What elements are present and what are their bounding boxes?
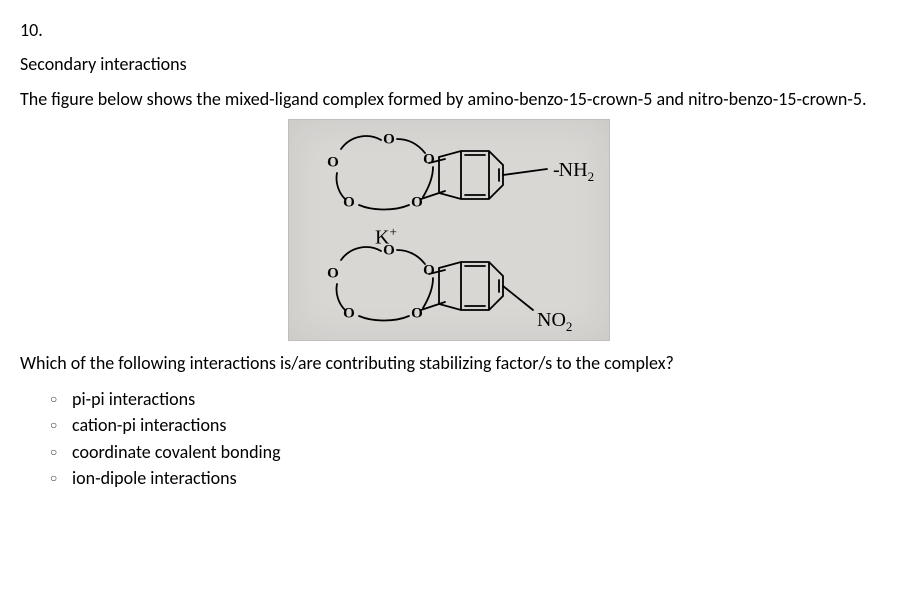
svg-text:O: O [343,194,355,210]
option-text: ion-dipole interactions [72,466,237,490]
svg-text:O: O [383,131,395,147]
options-list: ○ pi-pi interactions ○ cation-pi interac… [50,387,878,490]
svg-text:O: O [411,194,423,210]
bullet-icon: ○ [50,387,72,407]
cation-label: K+ [375,223,397,252]
amino-group-label: -NH2 [553,160,594,180]
option-item[interactable]: ○ ion-dipole interactions [50,466,878,490]
intro-text: The figure below shows the mixed-ligand … [20,87,878,111]
bullet-icon: ○ [50,413,72,433]
option-item[interactable]: ○ cation-pi interactions [50,413,878,437]
option-text: cation-pi interactions [72,413,226,437]
question-prompt: Which of the following interactions is/a… [20,351,878,375]
option-item[interactable]: ○ pi-pi interactions [50,387,878,411]
bullet-icon: ○ [50,466,72,486]
nitro-group-label: NO2 [537,310,572,330]
question-number: 10. [20,18,878,42]
svg-text:O: O [343,305,355,321]
svg-text:O: O [327,265,339,281]
option-text: coordinate covalent bonding [72,440,281,464]
svg-text:O: O [327,154,339,170]
svg-text:O: O [423,151,435,167]
structure-figure: OOOOOOOOOO K+ -NH2 NO2 [288,119,610,341]
option-text: pi-pi interactions [72,387,195,411]
svg-text:O: O [411,305,423,321]
option-item[interactable]: ○ coordinate covalent bonding [50,440,878,464]
svg-text:O: O [423,262,435,278]
section-heading: Secondary interactions [20,52,878,76]
bullet-icon: ○ [50,440,72,460]
